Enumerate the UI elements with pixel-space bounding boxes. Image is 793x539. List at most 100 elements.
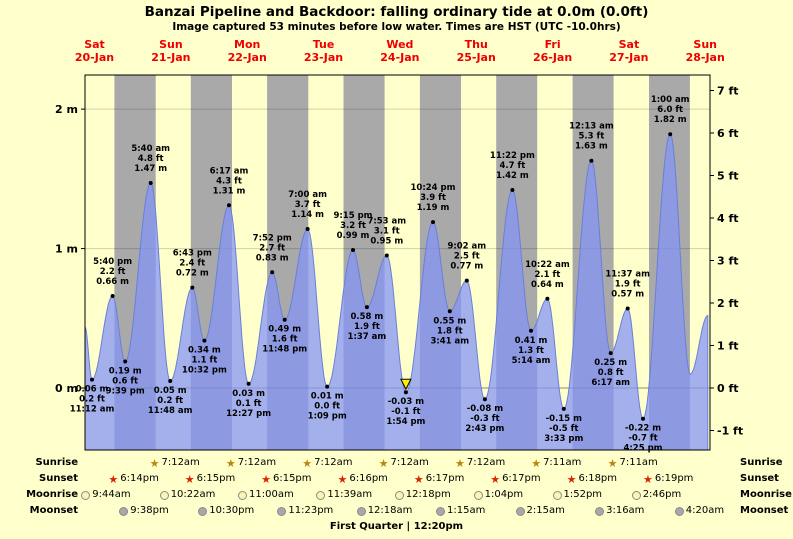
tide-annotation: 0.58 m: [351, 312, 384, 322]
moonset-entry: 3:16am: [595, 505, 644, 517]
tide-annotation: 0.0 ft: [314, 402, 340, 412]
tide-annotation: 2:43 pm: [465, 424, 504, 434]
tide-annotation: 1.42 m: [496, 171, 529, 181]
tide-annotation: 6:43 pm: [173, 249, 212, 259]
tide-annotation: 1.63 m: [575, 142, 608, 152]
moonset-icon: [515, 506, 525, 516]
tide-extreme-dot: [464, 278, 469, 283]
sunrise-row-label-left: Sunrise: [35, 457, 78, 468]
moonrise-time: 2:46pm: [642, 489, 682, 500]
tide-annotation: 0.57 m: [611, 290, 644, 300]
tide-annotation: 1:54 pm: [386, 417, 425, 427]
sunset-entry: ★ 6:15pm: [261, 473, 311, 485]
tide-annotation: -0.7 ft: [628, 434, 657, 444]
tide-annotation: 4.3 ft: [216, 176, 242, 186]
sunset-icon: ★: [566, 472, 577, 486]
sunset-time: 6:18pm: [578, 473, 618, 484]
right-axis-label: 1 ft: [717, 340, 739, 353]
tide-extreme-dot: [510, 188, 515, 192]
tide-annotation: 7:00 am: [288, 190, 327, 200]
tide-annotation: 0.55 m: [433, 316, 466, 326]
tide-annotation: 1.3 ft: [518, 346, 544, 356]
left-axis-label: 2 m: [55, 103, 78, 116]
tide-annotation: 0.06 m: [76, 385, 109, 395]
day-label-date: 22-Jan: [228, 51, 267, 64]
sunset-entry: ★ 6:17pm: [414, 473, 464, 485]
moonset-icon: [436, 506, 445, 516]
tide-annotation: 0.6 ft: [112, 377, 138, 387]
tide-extreme-dot: [168, 379, 173, 383]
moonrise-icon: [473, 490, 483, 500]
tide-annotation: 12:13 am: [569, 122, 614, 132]
moonset-entry: 2:15am: [515, 505, 565, 517]
tide-annotation: 7:52 pm: [253, 233, 292, 243]
tide-annotation: 0.1 ft: [236, 399, 262, 409]
sunrise-icon: ★: [378, 456, 389, 470]
right-axis-label: 0 ft: [717, 382, 739, 395]
moonrise-row-label-left: Moonrise: [26, 489, 78, 500]
tide-extreme-dot: [148, 181, 153, 185]
tide-annotation: 0.19 m: [109, 367, 142, 377]
tide-annotation: 2.1 ft: [535, 270, 561, 280]
sunrise-time: 7:12am: [466, 457, 506, 468]
tide-annotation: 11:12 am: [70, 405, 115, 415]
tide-annotation: 3.1 ft: [374, 227, 400, 237]
moonrise-icon: [631, 490, 641, 500]
moonrise-entry: 9:44am: [81, 489, 131, 501]
tide-extreme-dot: [625, 306, 630, 311]
sunset-time: 6:15pm: [196, 473, 236, 484]
right-axis-label: 2 ft: [717, 297, 739, 310]
moonrise-time: 11:39am: [327, 489, 373, 500]
moonrise-time: 10:22am: [170, 489, 216, 500]
tide-annotation: -0.3 ft: [470, 414, 499, 424]
sunset-row-label-left: Sunset: [39, 473, 78, 484]
tide-annotation: -0.5 ft: [549, 424, 578, 434]
moonrise-entry: 1:04pm: [473, 489, 524, 501]
tide-annotation: -0.22 m: [625, 424, 661, 434]
tide-annotation: 0.49 m: [268, 325, 301, 335]
current-time-marker: [400, 378, 412, 391]
tide-extreme-dot: [190, 285, 195, 290]
sunrise-entry: ★ 7:12am: [455, 457, 505, 469]
tide-annotation: 9:15 pm: [333, 211, 372, 221]
day-label-date: 28-Jan: [686, 51, 725, 64]
tide-annotation: 0.41 m: [515, 336, 548, 346]
tide-annotation: 0.03 m: [232, 389, 265, 399]
left-axis-label: 0 m: [55, 382, 78, 395]
right-axis-label: 5 ft: [717, 170, 739, 183]
sunrise-entry: ★ 7:12am: [226, 457, 276, 469]
day-label-date: 25-Jan: [457, 51, 496, 64]
tide-annotation: 7:53 am: [367, 217, 406, 227]
sunset-entry: ★ 6:19pm: [643, 473, 693, 485]
day-label-dow: Sun: [693, 38, 717, 51]
moonset-time: 12:18am: [367, 505, 413, 516]
tide-annotation: 3:33 pm: [544, 434, 583, 444]
tide-extreme-dot: [90, 377, 94, 382]
sunset-icon: ★: [413, 472, 424, 486]
moonset-icon: [119, 506, 129, 516]
tide-annotation: 1.6 ft: [272, 335, 298, 345]
moonset-entry: 4:20am: [674, 505, 725, 517]
tide-annotation: 0.66 m: [96, 277, 129, 287]
tide-annotation: 1.1 ft: [192, 356, 218, 366]
sunset-time: 6:19pm: [654, 473, 694, 484]
sunrise-time: 7:12am: [161, 457, 200, 468]
moonrise-entry: 2:46pm: [631, 489, 682, 501]
moonrise-icon: [552, 490, 562, 500]
moonset-row-label-right: Moonset: [740, 505, 789, 516]
tide-annotation: 1:37 am: [348, 332, 387, 342]
moonset-time: 4:20am: [685, 505, 725, 516]
right-axis-label: 7 ft: [717, 85, 739, 98]
right-axis-label: 3 ft: [717, 255, 739, 268]
sunrise-icon: ★: [225, 456, 236, 470]
sunset-icon: ★: [490, 472, 501, 486]
tide-annotation: 0.2 ft: [79, 395, 105, 405]
moonrise-time: 1:04pm: [484, 489, 524, 500]
tide-annotation: 10:22 am: [525, 260, 570, 270]
moonrise-time: 12:18pm: [405, 489, 451, 500]
sunrise-icon: ★: [302, 456, 313, 470]
tide-annotation: 1.47 m: [134, 164, 167, 174]
tide-annotation: 5.3 ft: [579, 132, 605, 142]
